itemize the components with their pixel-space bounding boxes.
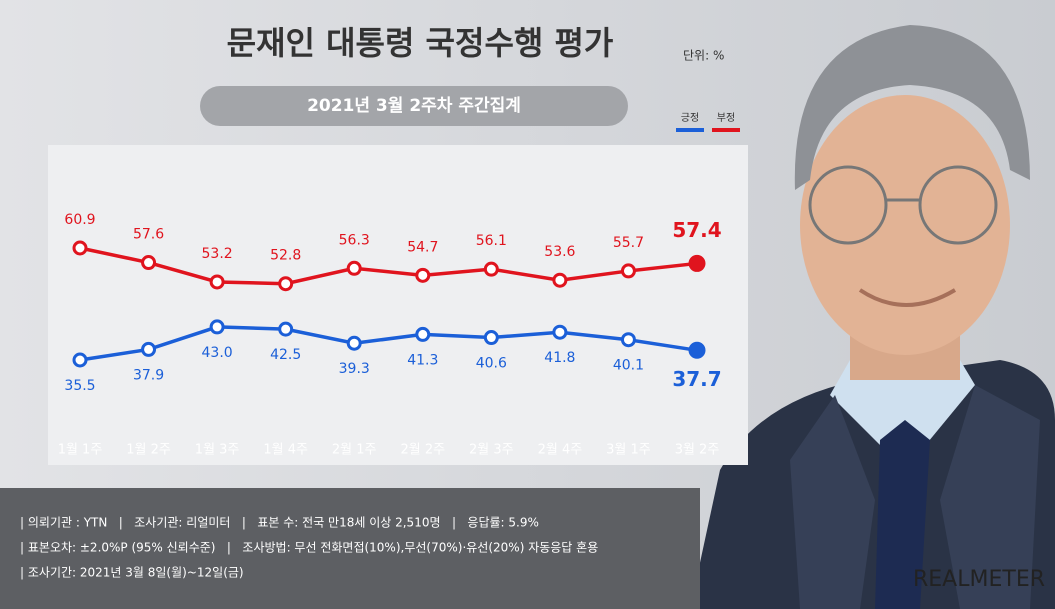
legend-swatch [712, 128, 740, 132]
photo [690, 25, 1055, 609]
point [72, 352, 88, 368]
footer-line: | 조사기간: 2021년 3월 8일(월)~12일(금) [20, 566, 244, 580]
point [346, 260, 362, 276]
point [620, 263, 636, 279]
value-label: 41.8 [544, 350, 575, 366]
value-label: 60.9 [64, 212, 95, 228]
x-tick-label: 2월 2주 [400, 443, 445, 458]
point [415, 326, 431, 342]
x-tick-label: 3월 1주 [606, 443, 651, 458]
point [688, 254, 706, 272]
x-tick-label: 2월 3주 [469, 443, 514, 458]
legend-swatch [676, 128, 704, 132]
line [79, 325, 698, 362]
x-tick-label: 2월 4주 [538, 443, 583, 458]
value-label: 37.7 [672, 367, 721, 391]
point [209, 274, 225, 290]
legend-label: 부정 [717, 112, 735, 124]
point [415, 267, 431, 283]
point [141, 341, 157, 357]
value-label: 53.2 [202, 246, 233, 262]
footer-line: | 표본오차: ±2.0%P (95% 신뢰수준) | 조사방법: 무선 전화면… [20, 541, 598, 555]
point [346, 335, 362, 351]
point [552, 324, 568, 340]
footer-box [0, 488, 700, 609]
value-label: 57.6 [133, 227, 164, 243]
value-label: 40.6 [476, 356, 507, 372]
point [552, 272, 568, 288]
point [141, 255, 157, 271]
value-label: 53.6 [544, 244, 575, 260]
logo: REALMETER [913, 567, 1045, 592]
point [620, 332, 636, 348]
value-label: 41.3 [407, 352, 438, 368]
value-label: 54.7 [407, 239, 438, 255]
value-label: 52.8 [270, 248, 301, 264]
value-label: 40.1 [613, 358, 644, 374]
value-label: 43.0 [202, 345, 233, 361]
value-label: 56.1 [476, 233, 507, 249]
point [209, 319, 225, 335]
subtitle-pill [200, 86, 628, 126]
value-label: 42.5 [270, 347, 301, 363]
point [483, 330, 499, 346]
x-tick-label: 1월 1주 [58, 443, 103, 458]
subtitle: 2021년 3월 2주차 주간집계 [307, 96, 521, 116]
line [79, 246, 698, 286]
value-label: 37.9 [133, 367, 164, 383]
value-label: 39.3 [339, 361, 370, 377]
point [483, 261, 499, 277]
chart-title: 문재인 대통령 국정수행 평가 [227, 24, 614, 62]
x-tick-label: 2월 1주 [332, 443, 377, 458]
x-tick-label: 1월 2주 [126, 443, 171, 458]
point [688, 341, 706, 359]
point [278, 276, 294, 292]
x-tick-label: 1월 4주 [263, 443, 308, 458]
value-label: 57.4 [672, 218, 721, 242]
x-tick-label: 1월 3주 [195, 443, 240, 458]
point [278, 321, 294, 337]
legend-label: 긍정 [681, 112, 699, 124]
footer-line: | 의뢰기관 : YTN | 조사기관: 리얼미터 | 표본 수: 전국 만18… [20, 516, 539, 530]
plot-area [48, 145, 748, 465]
x-tick-label: 3월 2주 [675, 443, 720, 458]
unit-label: 단위: % [683, 49, 724, 63]
point [72, 240, 88, 256]
value-label: 56.3 [339, 232, 370, 248]
value-label: 55.7 [613, 235, 644, 251]
value-label: 35.5 [64, 378, 95, 394]
